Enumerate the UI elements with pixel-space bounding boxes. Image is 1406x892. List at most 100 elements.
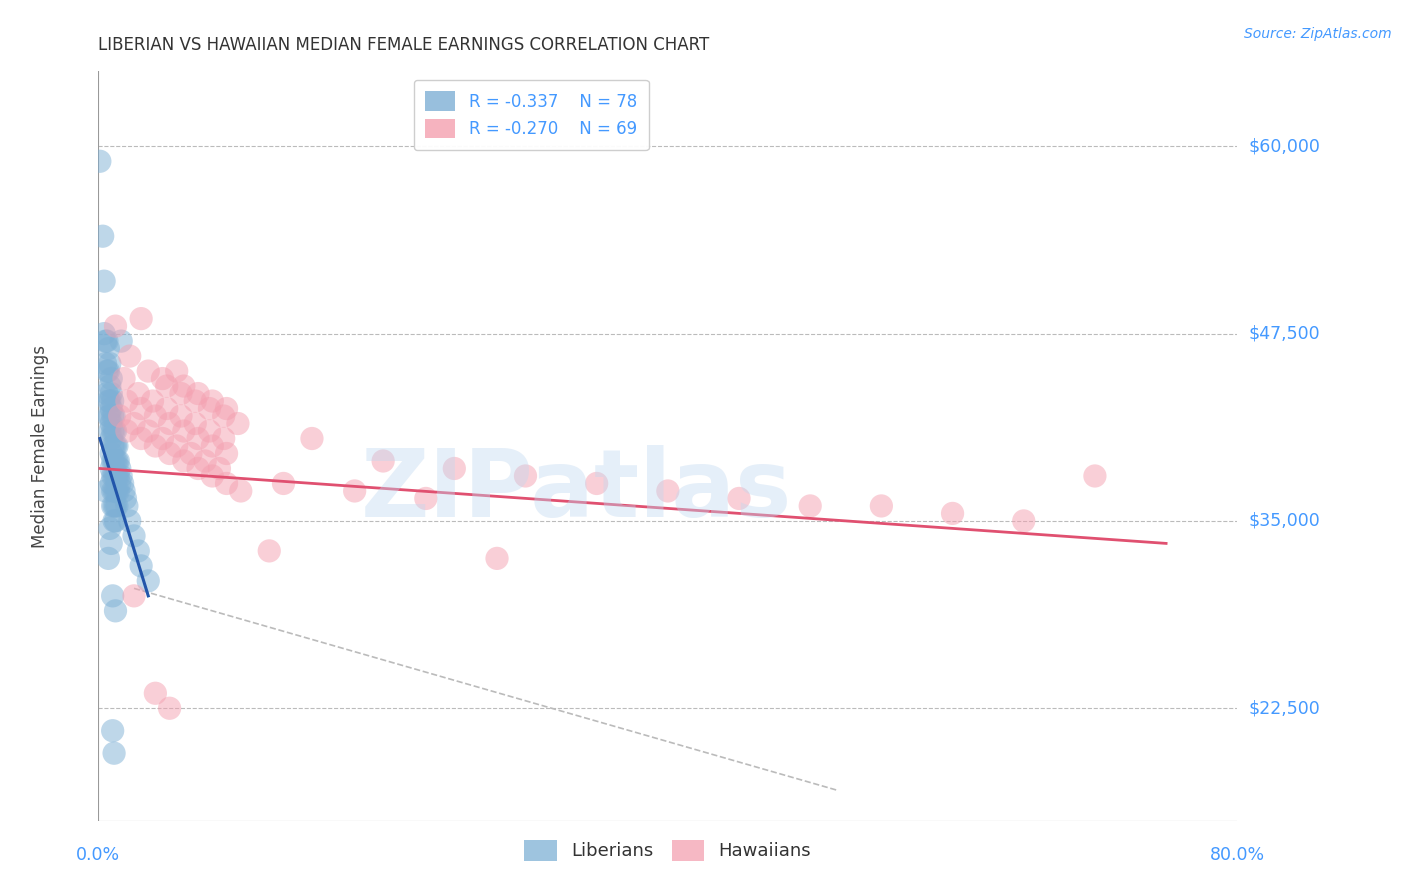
Point xyxy=(104,483,127,498)
Point xyxy=(212,409,235,423)
Point xyxy=(101,409,124,423)
Point xyxy=(94,357,117,371)
Point xyxy=(105,469,128,483)
Point xyxy=(152,371,174,385)
Point xyxy=(152,432,174,446)
Point xyxy=(104,499,127,513)
Point xyxy=(107,454,129,468)
Point xyxy=(110,334,132,348)
Point xyxy=(259,544,281,558)
Text: Median Female Earnings: Median Female Earnings xyxy=(31,344,49,548)
Point xyxy=(215,401,238,416)
Point xyxy=(103,439,125,453)
Point xyxy=(212,432,235,446)
Point xyxy=(166,439,188,453)
Point xyxy=(100,461,122,475)
Point xyxy=(105,439,128,453)
Text: LIBERIAN VS HAWAIIAN MEDIAN FEMALE EARNINGS CORRELATION CHART: LIBERIAN VS HAWAIIAN MEDIAN FEMALE EARNI… xyxy=(98,36,710,54)
Point xyxy=(100,417,122,431)
Point xyxy=(201,469,224,483)
Point xyxy=(103,424,125,438)
Point xyxy=(657,483,679,498)
Point xyxy=(89,154,111,169)
Point xyxy=(100,446,122,460)
Point xyxy=(103,514,125,528)
Point xyxy=(101,394,124,409)
Point xyxy=(187,461,209,475)
Point xyxy=(115,424,138,438)
Point xyxy=(215,476,238,491)
Point xyxy=(173,379,195,393)
Point xyxy=(194,454,217,468)
Point xyxy=(198,401,221,416)
Point xyxy=(104,319,127,334)
Text: 80.0%: 80.0% xyxy=(1209,846,1265,863)
Point xyxy=(98,379,121,393)
Text: $47,500: $47,500 xyxy=(1249,325,1320,343)
Point xyxy=(118,514,141,528)
Point xyxy=(1012,514,1035,528)
Point xyxy=(215,446,238,460)
Point xyxy=(104,454,127,468)
Point xyxy=(93,326,115,341)
Point xyxy=(141,394,163,409)
Point xyxy=(93,274,115,288)
Point xyxy=(180,446,202,460)
Point xyxy=(118,349,141,363)
Point xyxy=(187,432,209,446)
Point xyxy=(97,342,120,356)
Point xyxy=(159,446,181,460)
Point xyxy=(301,432,323,446)
Point xyxy=(184,417,207,431)
Point xyxy=(108,461,131,475)
Point xyxy=(98,424,121,438)
Point xyxy=(127,386,149,401)
Point xyxy=(107,469,129,483)
Point xyxy=(226,417,249,431)
Point xyxy=(111,476,134,491)
Point xyxy=(129,311,152,326)
Point xyxy=(104,469,127,483)
Point xyxy=(273,476,295,491)
Point xyxy=(103,469,125,483)
Point xyxy=(94,334,117,348)
Point xyxy=(122,529,145,543)
Point xyxy=(136,364,159,378)
Text: $60,000: $60,000 xyxy=(1249,137,1320,155)
Point xyxy=(105,499,128,513)
Point xyxy=(1084,469,1107,483)
Point xyxy=(799,499,821,513)
Point xyxy=(97,364,120,378)
Point xyxy=(122,417,145,431)
Point xyxy=(104,424,127,438)
Point xyxy=(486,551,509,566)
Point xyxy=(110,469,132,483)
Point xyxy=(166,364,188,378)
Point xyxy=(136,574,159,588)
Point xyxy=(201,394,224,409)
Point xyxy=(170,409,193,423)
Point xyxy=(112,483,135,498)
Point xyxy=(98,357,121,371)
Point xyxy=(100,432,122,446)
Point xyxy=(343,483,366,498)
Point xyxy=(101,499,124,513)
Text: $22,500: $22,500 xyxy=(1249,699,1320,717)
Point xyxy=(103,499,125,513)
Point xyxy=(100,476,122,491)
Point xyxy=(108,476,131,491)
Point xyxy=(103,454,125,468)
Point xyxy=(103,483,125,498)
Point xyxy=(187,386,209,401)
Point xyxy=(97,409,120,423)
Point xyxy=(127,544,149,558)
Point xyxy=(96,334,118,348)
Point xyxy=(112,371,135,385)
Point xyxy=(115,394,138,409)
Point xyxy=(104,514,127,528)
Point xyxy=(122,589,145,603)
Point xyxy=(104,439,127,453)
Point xyxy=(173,454,195,468)
Point xyxy=(97,551,120,566)
Point xyxy=(145,686,167,700)
